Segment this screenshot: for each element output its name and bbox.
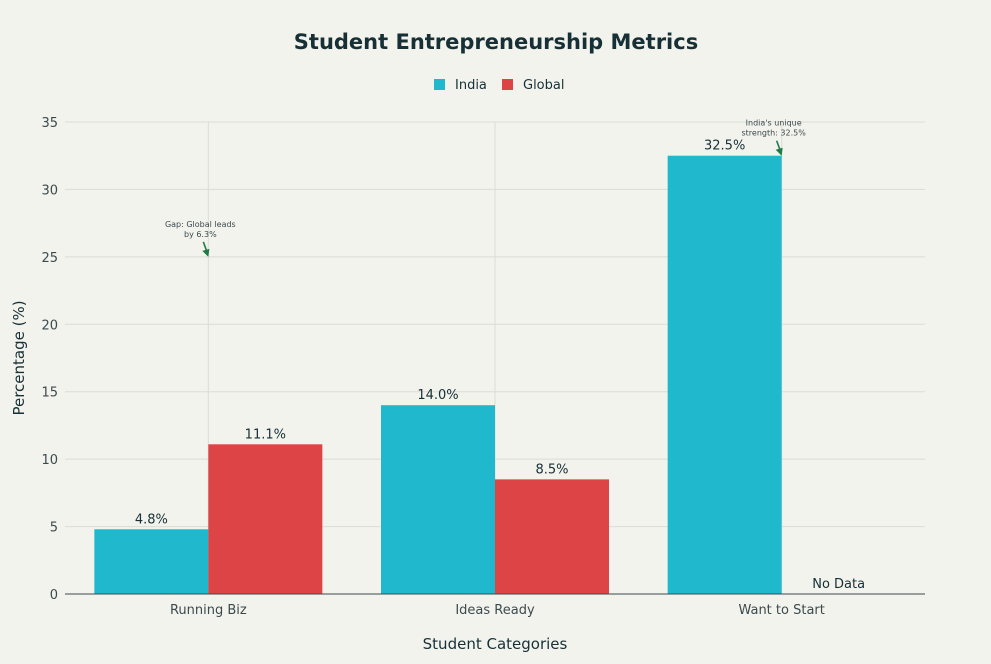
y-tick-label: 15 bbox=[41, 386, 58, 401]
data-label: 14.0% bbox=[417, 388, 458, 403]
bar-india bbox=[381, 405, 495, 594]
x-axis-title: Student Categories bbox=[423, 635, 568, 653]
x-tick-label: Ideas Ready bbox=[455, 603, 535, 618]
data-labels: 4.8% 14.0% 32.5% 11.1% 8.5% No Data bbox=[135, 139, 865, 592]
legend-swatch-global bbox=[502, 79, 513, 90]
arrow-head-icon bbox=[775, 147, 783, 156]
annotation-text: strength: 32.5% bbox=[741, 129, 806, 138]
y-tick-label: 30 bbox=[41, 183, 58, 198]
bars bbox=[94, 155, 782, 594]
x-tick-label: Running Biz bbox=[170, 603, 247, 618]
bar-global bbox=[208, 444, 323, 594]
data-label: 11.1% bbox=[245, 427, 286, 442]
y-tick-label: 0 bbox=[50, 588, 58, 603]
arrow-head-icon bbox=[202, 248, 210, 257]
legend-label-india: India bbox=[455, 78, 487, 93]
data-label: 4.8% bbox=[135, 512, 168, 527]
bar-india bbox=[667, 155, 782, 594]
y-axis-title: Percentage (%) bbox=[10, 300, 28, 415]
x-tick-label: Want to Start bbox=[738, 603, 824, 618]
legend-swatch-india bbox=[434, 79, 445, 90]
y-tick-label: 10 bbox=[41, 453, 58, 468]
data-label: 8.5% bbox=[535, 462, 568, 477]
annotation-text: India's unique bbox=[746, 119, 802, 128]
bar-global bbox=[495, 479, 609, 594]
legend: India Global bbox=[434, 78, 564, 93]
annotation-text: Gap: Global leads bbox=[165, 220, 236, 229]
chart-title: Student Entrepreneurship Metrics bbox=[294, 30, 698, 54]
annotation-text: by 6.3% bbox=[184, 230, 217, 239]
y-tick-label: 25 bbox=[41, 251, 58, 266]
y-tick-label: 5 bbox=[50, 521, 58, 536]
bar-india bbox=[94, 529, 209, 594]
data-label: 32.5% bbox=[704, 139, 745, 154]
y-tick-label: 35 bbox=[41, 116, 58, 131]
y-tick-label: 20 bbox=[41, 318, 58, 333]
legend-label-global: Global bbox=[523, 78, 564, 93]
axes: 0 5 10 15 20 25 30 35 Running Biz Ideas Ready Want… bbox=[41, 116, 925, 618]
data-label-no-data: No Data bbox=[812, 577, 865, 592]
